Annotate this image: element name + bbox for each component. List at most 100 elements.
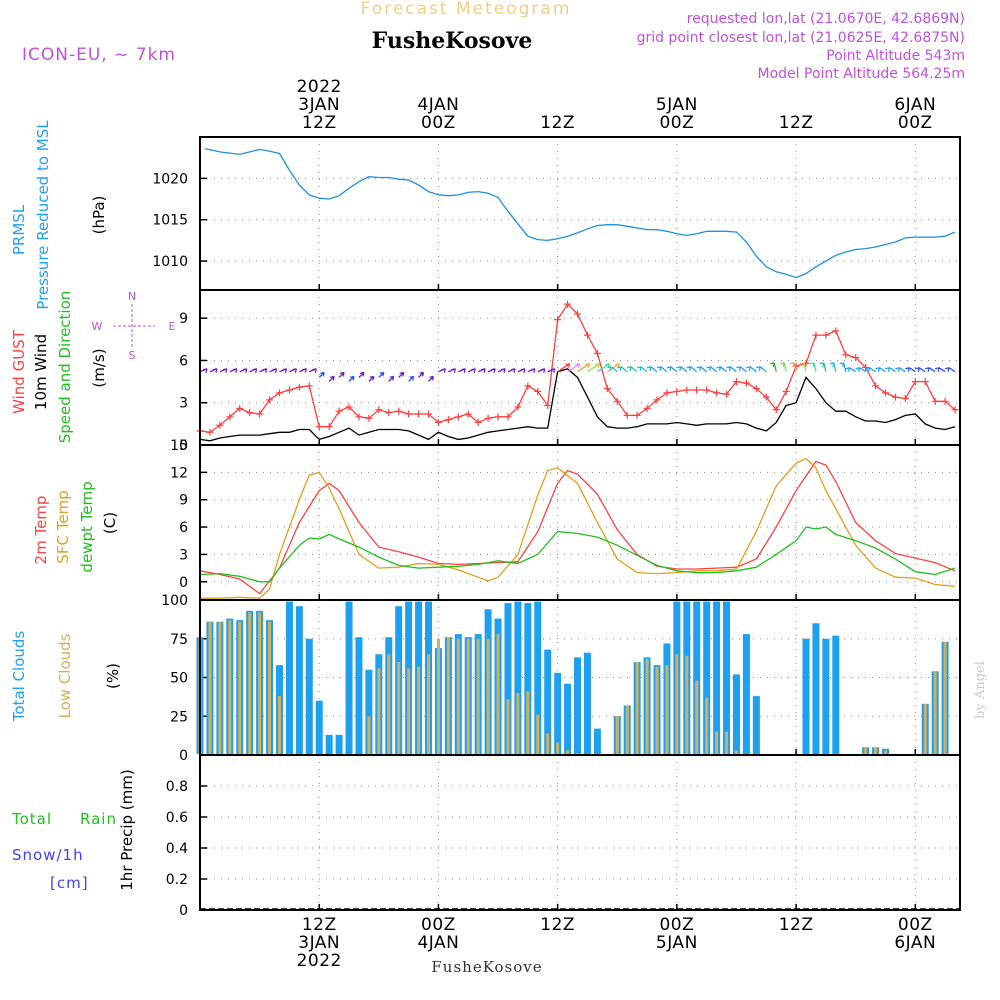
wind-direction-arrow bbox=[249, 368, 258, 373]
wind-direction-arrow bbox=[716, 366, 727, 373]
gust-marker bbox=[633, 411, 641, 419]
bottom-time-label: 12Z bbox=[540, 915, 575, 935]
wind-dir-label: Speed and Direction bbox=[56, 291, 74, 444]
wind-direction-arrow bbox=[706, 366, 718, 373]
gust-marker bbox=[206, 428, 214, 436]
y-tick-label: 75 bbox=[170, 632, 188, 648]
gust-marker bbox=[474, 418, 482, 426]
gust-marker bbox=[852, 354, 860, 362]
model-label: ICON-EU, ~ 7km bbox=[22, 45, 176, 65]
wind-direction-arrow bbox=[779, 362, 787, 372]
gust-marker bbox=[752, 385, 760, 393]
y-tick-label: 1020 bbox=[152, 171, 188, 187]
gust-marker bbox=[881, 389, 889, 397]
gust-marker bbox=[782, 387, 790, 395]
y-tick-label: 0.8 bbox=[166, 779, 188, 795]
wind-direction-arrow bbox=[885, 367, 896, 373]
low-cloud-bar bbox=[516, 693, 520, 754]
total-cloud-bar bbox=[315, 700, 323, 754]
compass-w: W bbox=[92, 320, 103, 333]
chart-title: Forecast Meteogram bbox=[361, 0, 572, 19]
wind-direction-arrow bbox=[338, 371, 345, 378]
gust-marker bbox=[732, 378, 740, 386]
wind-direction-arrow bbox=[809, 362, 817, 372]
gust-marker bbox=[663, 389, 671, 397]
wind-direction-arrow bbox=[299, 368, 307, 373]
wind-direction-arrow bbox=[398, 371, 405, 378]
sfc-temp-label: SFC Temp bbox=[54, 490, 72, 563]
gust-marker bbox=[226, 413, 234, 421]
total-cloud-bar bbox=[295, 606, 303, 754]
wind-direction-arrow bbox=[789, 362, 797, 372]
y-tick-label: 15 bbox=[170, 438, 188, 454]
wind-label: 10m Wind bbox=[32, 334, 50, 410]
low-cloud-bar bbox=[715, 731, 719, 754]
wind-direction-arrow bbox=[577, 363, 591, 373]
wind-direction-arrow bbox=[497, 368, 506, 373]
low-cloud-bar bbox=[576, 753, 580, 754]
gust-marker bbox=[534, 387, 542, 395]
low-cloud-bar bbox=[655, 666, 659, 754]
wind-direction-arrow bbox=[467, 368, 476, 373]
gust-marker bbox=[246, 409, 254, 417]
top-time-label: 3JAN bbox=[298, 95, 340, 115]
wind-direction-arrow bbox=[229, 368, 238, 373]
wind-direction-arrow bbox=[239, 368, 248, 373]
bottom-time-label: 00Z bbox=[659, 915, 694, 935]
wind-direction-arrow bbox=[309, 368, 317, 373]
gust-marker bbox=[832, 327, 840, 335]
bottom-time-label: 00Z bbox=[421, 915, 456, 935]
wind-direction-arrow bbox=[855, 367, 866, 373]
wind-direction-arrow bbox=[865, 367, 876, 373]
wind-direction-arrow bbox=[726, 366, 737, 373]
wind-direction-arrow bbox=[259, 368, 268, 373]
bottom-time-label: 3JAN bbox=[298, 933, 340, 953]
total-cloud-bar bbox=[732, 674, 740, 754]
panel-frame bbox=[199, 289, 961, 446]
gust-marker bbox=[931, 397, 939, 405]
wind-direction-arrow bbox=[537, 368, 546, 373]
gust-marker bbox=[385, 409, 393, 417]
wind-direction-arrow bbox=[279, 368, 288, 373]
wind-direction-arrow bbox=[517, 368, 526, 373]
gust-marker bbox=[335, 407, 343, 415]
wind-direction-arrow bbox=[269, 368, 278, 373]
gust-marker bbox=[554, 316, 562, 324]
gust-marker bbox=[872, 382, 880, 390]
low-cloud-bar bbox=[456, 638, 460, 754]
low-clouds-label: Low Clouds bbox=[56, 633, 74, 718]
wind-direction-arrow bbox=[557, 363, 571, 373]
gust-marker bbox=[713, 389, 721, 397]
sfc-temp-line bbox=[200, 457, 956, 599]
gust-marker bbox=[514, 403, 522, 411]
gust-marker bbox=[256, 410, 264, 418]
wind-direction-arrow bbox=[617, 366, 628, 373]
wind-direction-arrow bbox=[626, 366, 638, 373]
prmsl-label: PRMSL bbox=[10, 204, 28, 255]
low-cloud-bar bbox=[476, 638, 480, 754]
wind-direction-arrow bbox=[477, 368, 486, 373]
gust-marker bbox=[325, 423, 333, 431]
wind-direction-arrow bbox=[756, 366, 767, 373]
wind-direction-arrow bbox=[829, 362, 837, 372]
low-cloud-bar bbox=[446, 637, 450, 754]
y-tick-label: 1010 bbox=[152, 254, 188, 270]
gust-line bbox=[199, 303, 956, 433]
total-cloud-bar bbox=[305, 638, 313, 754]
bottom-time-label: 5JAN bbox=[656, 933, 698, 953]
gust-marker bbox=[266, 396, 274, 404]
y-tick-label: 0.4 bbox=[166, 841, 188, 857]
total-cloud-bar bbox=[713, 601, 721, 754]
low-cloud-bar bbox=[426, 654, 430, 754]
low-cloud-bar bbox=[208, 621, 212, 754]
wind-direction-arrow bbox=[567, 363, 581, 373]
low-cloud-bar bbox=[228, 620, 232, 754]
total-cloud-bar bbox=[554, 672, 562, 754]
y-tick-label: 25 bbox=[170, 709, 188, 725]
top-time-label: 6JAN bbox=[894, 95, 936, 115]
gust-marker bbox=[424, 410, 432, 418]
wind-direction-arrow bbox=[736, 366, 747, 373]
gust-marker bbox=[742, 379, 750, 387]
wind-direction-arrow bbox=[487, 368, 496, 373]
